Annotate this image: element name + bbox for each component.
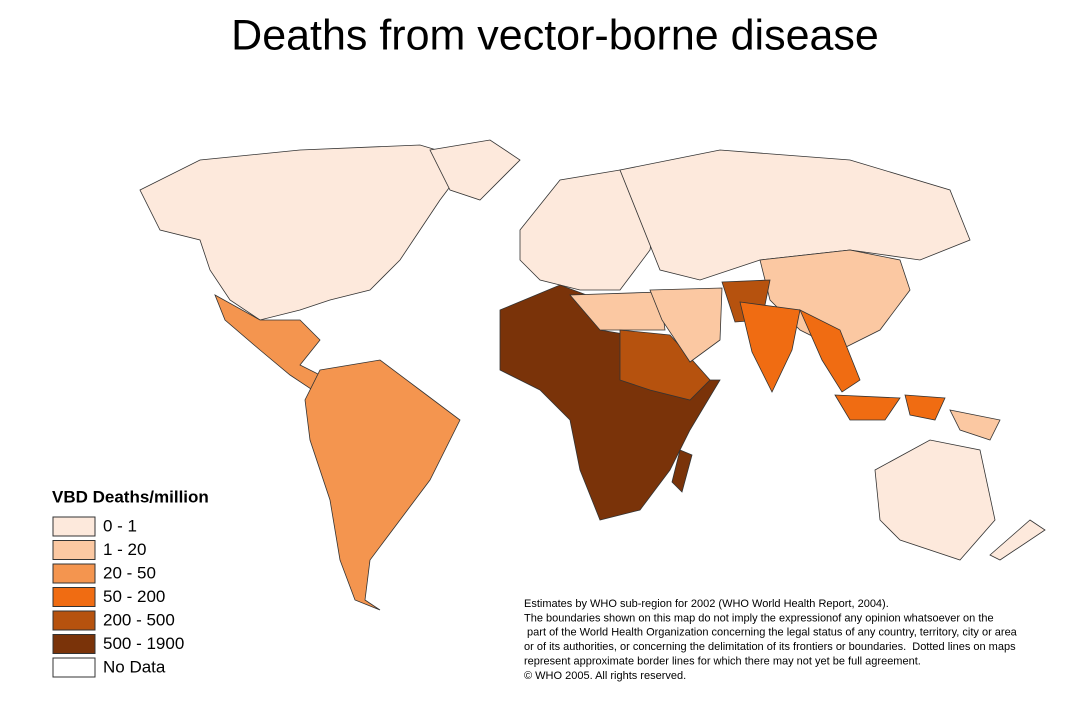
legend-label: 50 - 200 [103,587,165,606]
footnote: Estimates by WHO sub-region for 2002 (WH… [524,598,1018,682]
legend-swatch [52,540,96,560]
legend-label: 500 - 1900 [103,634,184,653]
legend-swatch [52,634,96,654]
legend-label: 200 - 500 [103,610,175,629]
footnote-line: © WHO 2005. All rights reserved. [524,670,686,682]
legend-title: VBD Deaths/million [52,487,209,506]
legend-swatch [52,563,96,584]
greenland [429,139,521,201]
footnote-line: or of its authorities, or concerning the… [524,641,1016,653]
new-zealand [989,519,1046,561]
legend-swatch [52,657,96,678]
footnote-line: part of the World Health Organization co… [524,627,1018,639]
south-america [304,359,461,611]
footnote-line: Estimates by WHO sub-region for 2002 (WH… [524,598,889,610]
legend-label: No Data [103,657,166,676]
footnote-line: represent approximate border lines for w… [524,656,921,668]
legend-label: 0 - 1 [103,516,137,535]
papua [949,409,1001,441]
madagascar [671,449,693,493]
australia [874,439,996,561]
legend-label: 20 - 50 [103,563,156,582]
title: Deaths from vector-borne disease [231,11,879,59]
north-america [139,144,471,321]
europe [519,169,661,291]
north-africa [569,291,666,331]
legend-swatch [52,587,96,607]
north-asia [619,149,971,281]
indonesia-east [904,394,946,421]
legend: 0 - 1 1 - 20 20 - 50 50 - 200 200 - 500 500 -… [52,516,184,678]
world-map [139,139,1046,611]
middle-east [649,287,723,363]
indonesia [834,394,901,421]
footnote-line: The boundaries shown on this map do not … [524,612,994,624]
legend-swatch [52,610,96,631]
southeast-asia [799,309,861,393]
east-africa [619,329,711,401]
india [739,301,801,393]
legend-swatch [52,516,96,537]
legend-label: 1 - 20 [103,540,146,559]
